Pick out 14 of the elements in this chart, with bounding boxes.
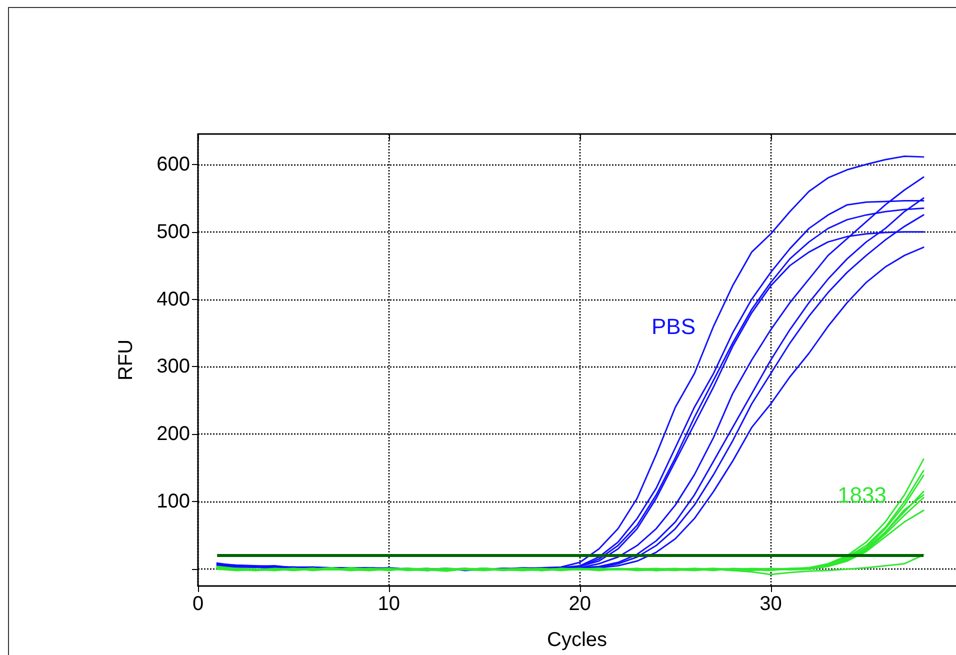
x-tick-label: 0 <box>192 593 204 615</box>
y-tick-label: 100 <box>156 490 190 513</box>
y-tick-label: 500 <box>156 220 190 243</box>
y-tick-label: 400 <box>156 288 190 310</box>
y-tick-label: 300 <box>156 356 190 378</box>
x-tick-label: 30 <box>760 593 782 615</box>
x-axis-title: Cycles <box>546 629 608 651</box>
series-label: PBS <box>651 314 696 339</box>
y-tick-label: 600 <box>156 153 190 176</box>
y-tick-label: 200 <box>156 423 190 446</box>
series-label: 1833 <box>837 482 886 508</box>
x-tick-label: 20 <box>568 593 591 615</box>
x-tick-label: 10 <box>378 593 400 615</box>
y-axis-title: RFU <box>115 339 137 381</box>
